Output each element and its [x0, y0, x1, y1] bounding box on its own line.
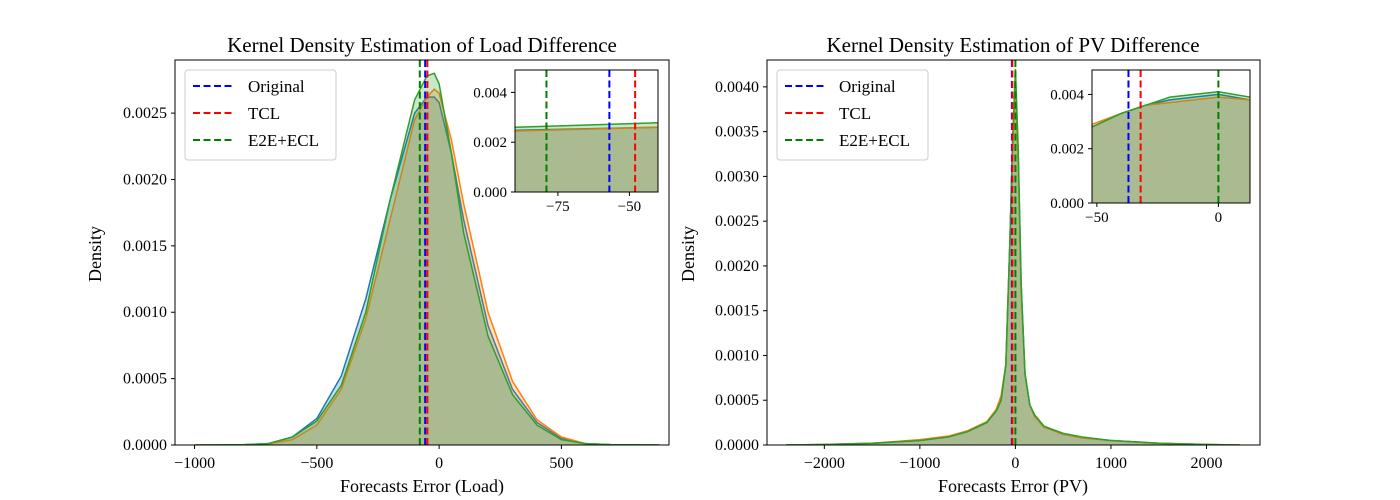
y-tick-label: 0.0000	[123, 437, 167, 454]
inset-series-group	[515, 70, 658, 192]
inset-density-fill-1	[1092, 97, 1250, 203]
y-tick-label: 0.0025	[123, 105, 167, 122]
x-tick-label: −2000	[804, 455, 845, 472]
legend-label-original: Original	[839, 77, 896, 96]
y-tick-label: 0.0020	[715, 258, 759, 275]
inset-density-fill-0	[515, 127, 658, 192]
legend: Original TCL E2E+ECL	[776, 69, 929, 161]
inset-x-tick-label: −50	[1085, 210, 1108, 226]
x-tick-label: −1000	[174, 455, 215, 472]
chart-title: Kernel Density Estimation of Load Differ…	[227, 33, 617, 57]
inset-y-tick-label: 0.000	[473, 185, 507, 201]
y-axis-label: Density	[85, 226, 105, 282]
legend-label-e2e-ecl: E2E+ECL	[839, 131, 910, 150]
legend-frame	[776, 69, 929, 161]
inset-axes-frame	[1091, 69, 1251, 204]
density-line-2	[194, 72, 660, 445]
x-axis-label: Forecasts Error (Load)	[340, 476, 504, 497]
inset-density-fill-0	[1092, 94, 1250, 203]
y-tick-label: 0.0020	[123, 171, 167, 188]
legend-label-tcl: TCL	[248, 104, 280, 123]
axes-frame	[766, 59, 1261, 446]
inset-y-tick-label: 0.004	[473, 85, 507, 101]
density-line-1	[194, 88, 660, 445]
chart-load: Kernel Density Estimation of Load Differ…	[85, 33, 670, 497]
series-group	[786, 60, 1240, 445]
chart-pv: Kernel Density Estimation of PV Differen…	[678, 33, 1261, 497]
y-tick-label: 0.0005	[715, 392, 759, 409]
y-tick-label: 0.0005	[123, 371, 167, 388]
x-tick-label: 2000	[1190, 455, 1222, 472]
inset-x-tick-label: −75	[546, 199, 569, 215]
y-axis-label: Density	[678, 226, 698, 282]
y-tick-label: 0.0010	[123, 304, 167, 321]
y-tick-label: 0.0040	[715, 79, 759, 96]
legend-frame	[184, 69, 337, 161]
x-tick-label: −500	[300, 455, 333, 472]
inset-y-tick-label: 0.002	[473, 135, 507, 151]
legend-label-e2e-ecl: E2E+ECL	[248, 131, 319, 150]
density-fill-2	[786, 68, 1240, 445]
x-tick-label: 1000	[1095, 455, 1127, 472]
x-tick-label: 0	[435, 455, 443, 472]
legend-label-tcl: TCL	[839, 104, 871, 123]
x-tick-label: −1000	[899, 455, 940, 472]
inset-y-tick-label: 0.000	[1050, 196, 1084, 212]
y-tick-label: 0.0010	[715, 347, 759, 364]
density-fill-1	[194, 89, 660, 445]
series-group	[194, 60, 660, 445]
inset-plot-area: −75 −50 0.000 0.002 0.004	[473, 69, 659, 215]
y-tick-label: 0.0015	[123, 238, 167, 255]
axes-frame	[174, 59, 670, 446]
chart-title: Kernel Density Estimation of PV Differen…	[826, 33, 1199, 57]
inset-density-fill-2	[1092, 91, 1250, 203]
inset-y-tick-label: 0.004	[1050, 87, 1084, 103]
inset-series-group	[1092, 70, 1250, 203]
inset-x-tick-label: −50	[618, 199, 641, 215]
density-line-2	[786, 68, 1240, 445]
y-tick-label: 0.0035	[715, 124, 759, 141]
x-tick-label: 0	[1011, 455, 1019, 472]
inset-density-fill-1	[515, 127, 658, 192]
inset-x-tick-label: 0	[1215, 210, 1223, 226]
inset-plot-area: −50 0 0.000 0.002 0.004	[1050, 69, 1251, 226]
y-tick-label: 0.0000	[715, 437, 759, 454]
y-tick-label: 0.0015	[715, 303, 759, 320]
x-tick-label: 500	[549, 455, 573, 472]
plot-area: −2000 −1000 0 1000 20000.00000.00050.00100.0…	[715, 59, 1261, 472]
x-axis-label: Forecasts Error (PV)	[938, 476, 1088, 497]
density-fill-2	[194, 73, 660, 445]
y-tick-label: 0.0030	[715, 168, 759, 185]
inset-density-fill-2	[515, 122, 658, 192]
plot-area: −1000 −500 0 500 0.0000 0.0005 0.0010 0.0015 0.0…	[123, 59, 670, 472]
legend-label-original: Original	[248, 77, 305, 96]
inset-axes-frame	[514, 69, 659, 193]
legend: Original TCL E2E+ECL	[184, 69, 337, 161]
inset-y-tick-label: 0.002	[1050, 142, 1084, 158]
y-tick-label: 0.0025	[715, 213, 759, 230]
